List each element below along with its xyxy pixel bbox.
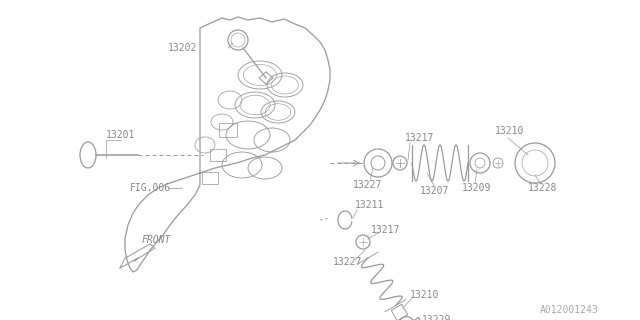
Text: 13227: 13227 — [353, 180, 382, 190]
Text: 13211: 13211 — [355, 200, 385, 210]
Text: 13217: 13217 — [371, 225, 401, 235]
Text: 13227: 13227 — [333, 257, 362, 267]
Text: 13217: 13217 — [405, 133, 435, 143]
Text: 13210: 13210 — [410, 290, 439, 300]
Text: 13210: 13210 — [495, 126, 524, 136]
Text: 13202: 13202 — [168, 43, 197, 53]
Text: A012001243: A012001243 — [540, 305, 599, 315]
Bar — [202, 172, 218, 184]
Text: 13229: 13229 — [422, 315, 451, 320]
Bar — [219, 123, 237, 137]
Text: 13228: 13228 — [528, 183, 557, 193]
Text: FRONT: FRONT — [142, 235, 172, 245]
Text: FIG.006: FIG.006 — [130, 183, 171, 193]
Text: 13207: 13207 — [420, 186, 449, 196]
Text: 13201: 13201 — [106, 130, 136, 140]
Text: 13209: 13209 — [462, 183, 492, 193]
Bar — [210, 149, 226, 161]
